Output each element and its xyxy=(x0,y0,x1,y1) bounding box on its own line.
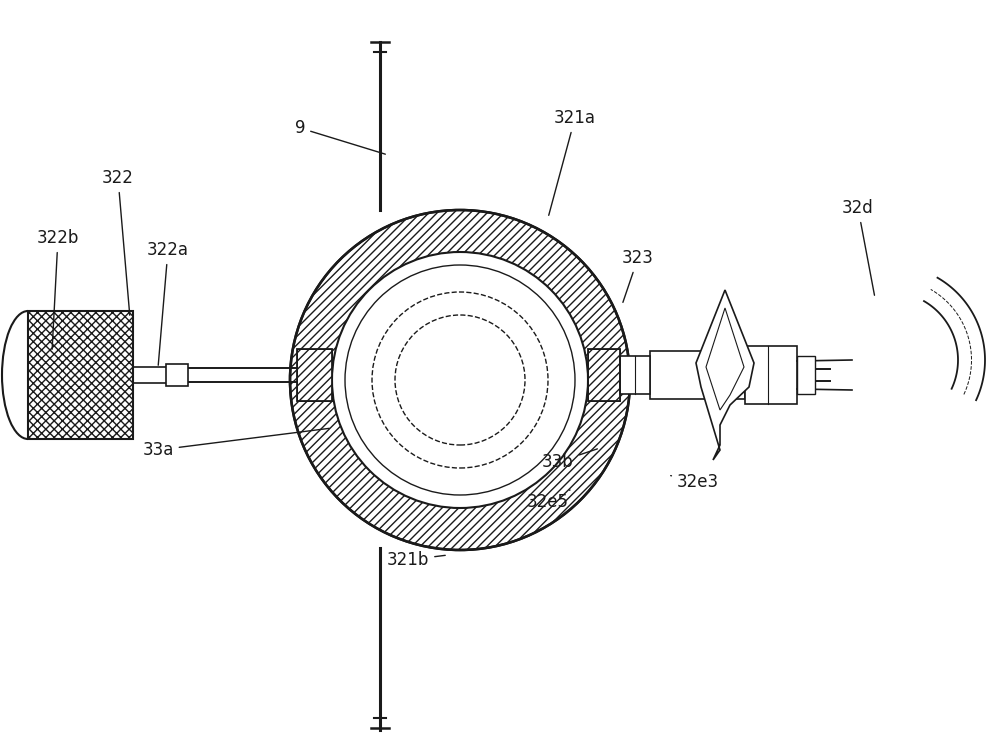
Text: 322b: 322b xyxy=(37,229,79,349)
Bar xyxy=(588,349,620,401)
Text: 33a: 33a xyxy=(142,429,329,459)
Text: 323: 323 xyxy=(622,249,654,302)
Bar xyxy=(28,311,133,439)
Polygon shape xyxy=(696,290,754,460)
Text: 9: 9 xyxy=(295,119,385,154)
Bar xyxy=(28,311,133,439)
Bar xyxy=(297,349,332,401)
Ellipse shape xyxy=(332,252,588,508)
Bar xyxy=(297,349,332,401)
Bar xyxy=(620,356,650,394)
Text: 32e5: 32e5 xyxy=(527,490,570,511)
Text: 33b: 33b xyxy=(542,449,597,471)
Text: 32e3: 32e3 xyxy=(671,473,719,491)
Text: 322a: 322a xyxy=(147,241,189,365)
Text: 322: 322 xyxy=(102,169,134,315)
Text: 32d: 32d xyxy=(842,199,874,296)
Bar xyxy=(745,346,797,404)
Text: 321a: 321a xyxy=(549,109,596,215)
Bar xyxy=(166,364,188,386)
Bar xyxy=(797,356,815,394)
Bar xyxy=(650,351,745,399)
Ellipse shape xyxy=(290,210,630,550)
Bar xyxy=(588,349,620,401)
Text: 321b: 321b xyxy=(387,551,445,569)
